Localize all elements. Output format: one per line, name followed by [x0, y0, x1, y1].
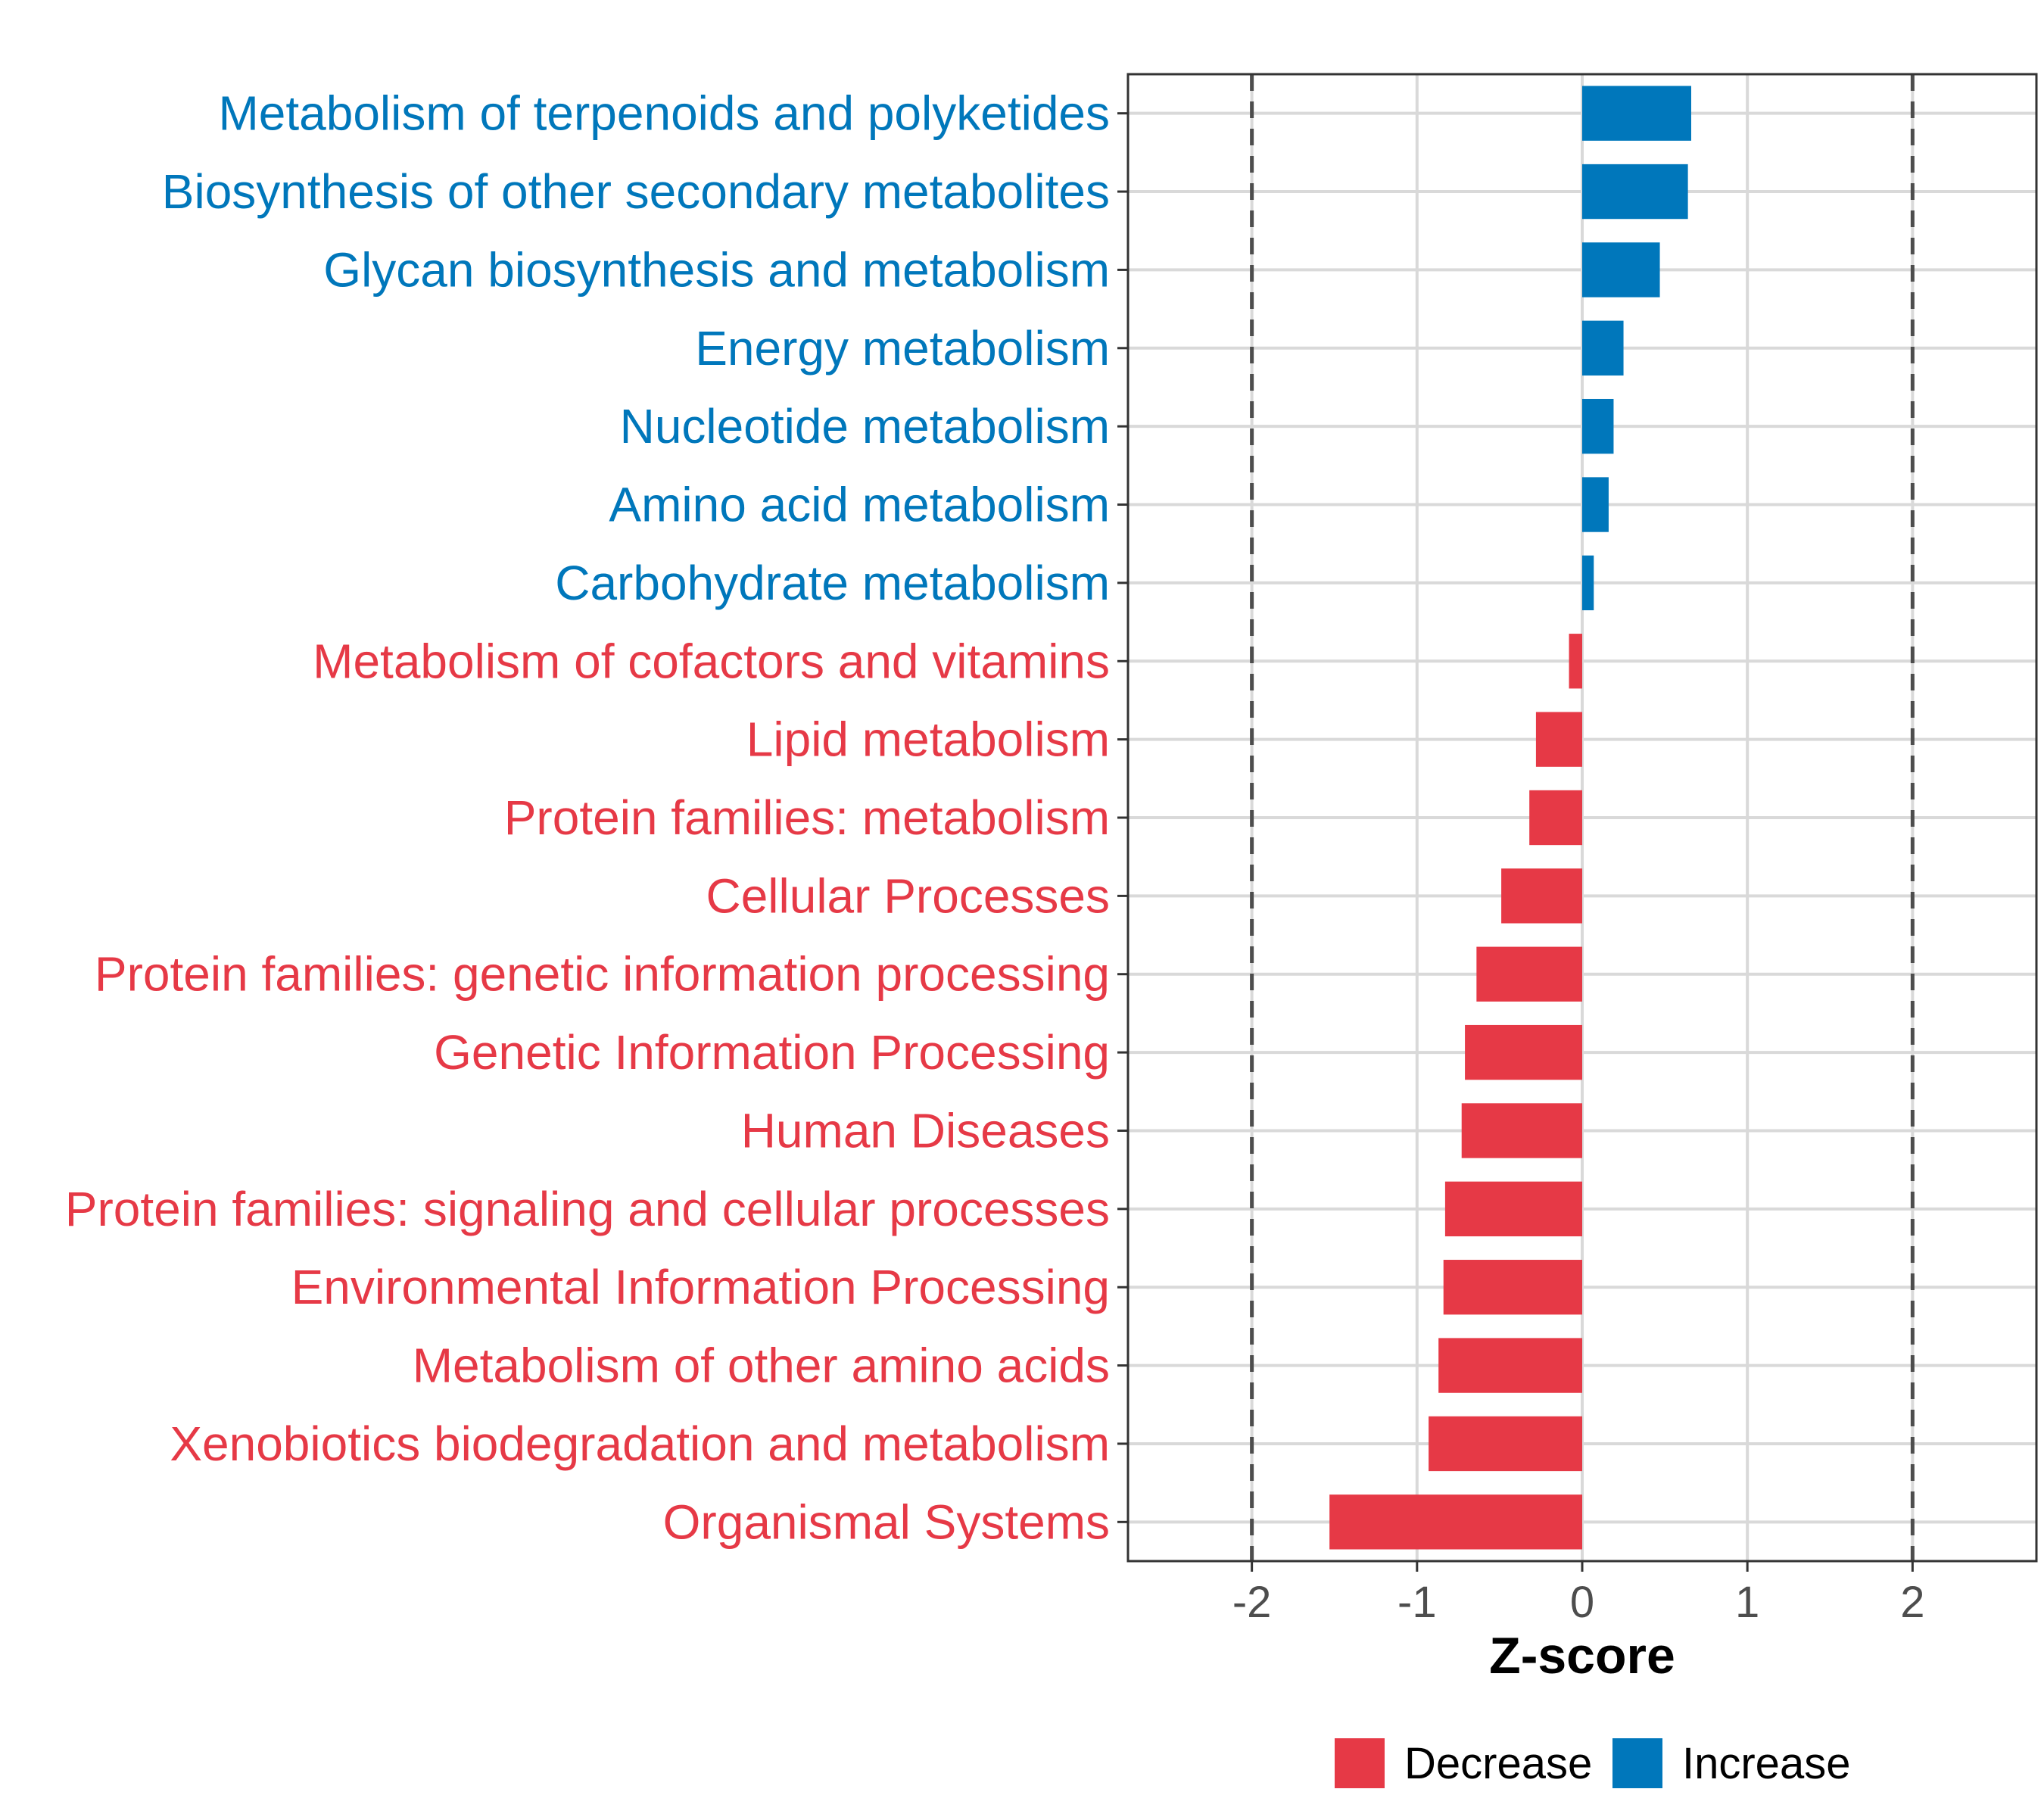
bar	[1443, 1260, 1582, 1315]
x-tick-label: 0	[1570, 1578, 1594, 1627]
bar	[1582, 555, 1594, 611]
category-label: Nucleotide metabolism	[620, 399, 1110, 453]
category-label: Biosynthesis of other secondary metaboli…	[162, 164, 1110, 219]
category-label: Cellular Processes	[706, 868, 1110, 923]
bar	[1329, 1494, 1582, 1550]
category-label: Protein families: metabolism	[504, 790, 1110, 845]
y-axis-ticks	[1117, 112, 1128, 1523]
legend: Decrease Increase	[1335, 1738, 1850, 1788]
bar	[1529, 790, 1582, 846]
bar	[1429, 1416, 1582, 1472]
bar	[1569, 634, 1582, 689]
category-label: Genetic Information Processing	[434, 1025, 1110, 1080]
category-label: Organismal Systems	[663, 1494, 1110, 1549]
bar	[1535, 712, 1582, 767]
bar	[1465, 1024, 1582, 1080]
category-label: Xenobiotics biodegradation and metabolis…	[170, 1417, 1110, 1471]
bar	[1582, 86, 1691, 141]
bar	[1582, 320, 1624, 376]
reference-lines	[1250, 74, 1915, 1561]
bar	[1582, 242, 1660, 298]
category-label: Amino acid metabolism	[609, 478, 1110, 532]
bar	[1582, 164, 1688, 220]
x-tick-label: 1	[1735, 1578, 1759, 1627]
category-label: Protein families: genetic information pr…	[95, 947, 1110, 1002]
legend-label-decrease: Decrease	[1404, 1739, 1592, 1788]
category-label: Protein families: signaling and cellular…	[65, 1182, 1110, 1236]
category-label: Energy metabolism	[695, 321, 1110, 376]
bars	[1329, 86, 1691, 1550]
legend-label-increase: Increase	[1682, 1739, 1850, 1788]
category-labels: Metabolism of terpenoids and polyketides…	[65, 86, 1110, 1550]
category-label: Metabolism of cofactors and vitamins	[313, 634, 1110, 688]
x-tick-label: 2	[1900, 1578, 1924, 1627]
category-label: Human Diseases	[741, 1103, 1110, 1158]
category-label: Lipid metabolism	[746, 712, 1110, 767]
bar	[1582, 398, 1614, 454]
category-label: Carbohydrate metabolism	[555, 556, 1110, 610]
category-label: Metabolism of other amino acids	[413, 1339, 1110, 1393]
bar	[1444, 1181, 1582, 1237]
category-label: Environmental Information Processing	[291, 1260, 1110, 1314]
legend-swatch-increase	[1612, 1738, 1662, 1788]
x-axis-ticks: -2 -1 0 1 2	[1232, 1561, 1924, 1627]
bar	[1501, 868, 1582, 924]
x-tick-label: -2	[1232, 1578, 1272, 1627]
bar	[1476, 946, 1582, 1002]
bar	[1461, 1103, 1582, 1158]
x-tick-label: -1	[1397, 1578, 1437, 1627]
category-label: Glycan biosynthesis and metabolism	[323, 242, 1110, 297]
x-axis-title: Z-score	[1489, 1627, 1675, 1685]
bar	[1582, 477, 1609, 532]
bar	[1438, 1338, 1582, 1393]
category-label: Metabolism of terpenoids and polyketides	[218, 86, 1110, 141]
legend-swatch-decrease	[1335, 1738, 1385, 1788]
